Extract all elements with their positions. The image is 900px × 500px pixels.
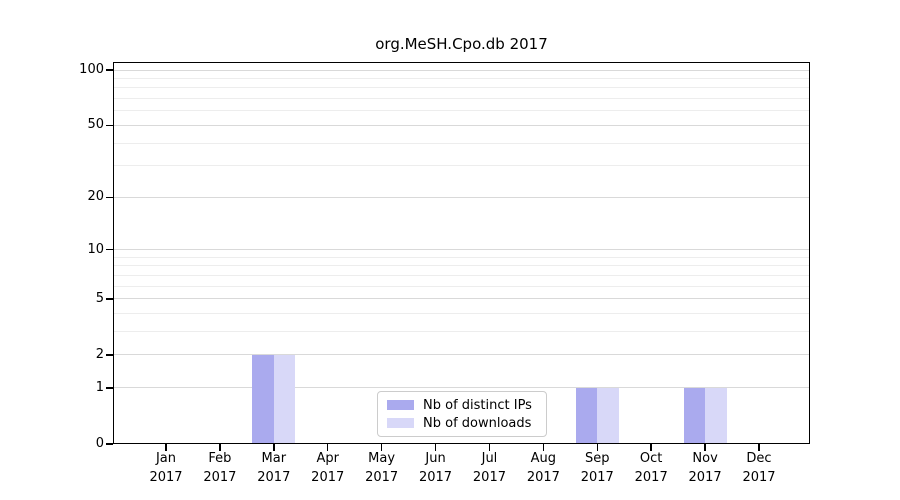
minor-gridline [113, 331, 810, 333]
y-tick-label: 5 [95, 290, 104, 306]
legend-swatch-distinct-ips [387, 400, 414, 410]
y-tick-mark [106, 124, 113, 127]
legend-swatch-downloads [387, 418, 414, 428]
x-tick-label: Dec 2017 [724, 449, 794, 487]
major-gridline [113, 249, 810, 251]
x-tick-year: 2017 [149, 470, 183, 485]
legend-item-downloads: Nb of downloads [387, 416, 537, 431]
y-tick-label: 20 [87, 189, 104, 205]
x-tick-label: Oct 2017 [616, 449, 686, 487]
x-tick-month: Jan [155, 451, 177, 466]
minor-gridline [113, 98, 810, 100]
bar-downloads-nov [705, 387, 727, 444]
x-tick-year: 2017 [688, 470, 722, 485]
x-tick-label: Aug 2017 [508, 449, 578, 487]
x-tick-label: Apr 2017 [293, 449, 363, 487]
major-gridline [113, 124, 810, 126]
x-tick-mark [273, 444, 275, 451]
major-gridline [113, 387, 810, 389]
y-tick-label: 1 [95, 379, 104, 395]
y-tick-mark [106, 387, 113, 389]
x-tick-label: Jul 2017 [454, 449, 524, 487]
x-tick-month: Jul [481, 451, 498, 466]
x-tick-mark [326, 444, 329, 451]
x-tick-year: 2017 [203, 470, 237, 485]
x-tick-year: 2017 [580, 470, 614, 485]
bar-distinct-ips-nov [683, 387, 706, 444]
y-tick-mark [106, 69, 113, 71]
minor-gridline [113, 142, 810, 144]
x-tick-month: Oct [639, 451, 663, 466]
y-tick-label: 2 [95, 346, 104, 362]
x-tick-label: May 2017 [347, 449, 417, 487]
x-tick-month: Feb [208, 451, 232, 466]
x-tick-month: Mar [261, 451, 287, 466]
legend-label-downloads: Nb of downloads [423, 415, 532, 431]
minor-gridline [113, 110, 810, 112]
major-gridline [113, 354, 810, 356]
y-tick-label: 50 [87, 117, 104, 133]
x-tick-mark [219, 444, 221, 451]
x-tick-label: Feb 2017 [185, 449, 255, 487]
minor-gridline [113, 313, 810, 315]
y-tick-mark [106, 354, 113, 356]
x-tick-month: May [368, 451, 396, 466]
x-tick-month: Apr [316, 451, 339, 466]
y-tick-mark [106, 196, 113, 199]
chart-title: org.MeSH.Cpo.db 2017 [375, 35, 548, 53]
minor-gridline [113, 165, 810, 167]
x-tick-mark [758, 444, 760, 451]
minor-gridline [113, 87, 810, 89]
bar-downloads-sep [597, 387, 619, 444]
minor-gridline [113, 285, 810, 287]
x-tick-year: 2017 [311, 470, 345, 485]
bar-downloads-mar [273, 354, 296, 444]
y-tick-mark [106, 443, 113, 445]
legend-item-distinct-ips: Nb of distinct IPs [387, 398, 537, 413]
x-tick-year: 2017 [418, 470, 453, 485]
x-tick-mark [165, 444, 167, 451]
y-tick-label: 0 [95, 436, 104, 451]
x-tick-label: Mar 2017 [239, 449, 309, 487]
x-tick-mark [380, 444, 383, 451]
x-tick-month: Dec [746, 451, 772, 466]
minor-gridline [113, 256, 810, 258]
y-tick-mark [106, 298, 113, 300]
x-tick-mark [596, 444, 599, 451]
x-tick-mark [704, 444, 706, 451]
y-tick-mark [106, 248, 113, 251]
x-tick-label: Jan 2017 [131, 449, 201, 487]
major-gridline [113, 196, 810, 198]
x-tick-month: Sep [585, 451, 610, 466]
x-tick-label: Nov 2017 [670, 449, 740, 487]
y-tick-label: 100 [79, 62, 104, 77]
x-tick-label: Sep 2017 [562, 449, 632, 487]
y-tick-label: 10 [87, 241, 104, 257]
legend-label-distinct-ips: Nb of distinct IPs [423, 397, 532, 413]
legend: Nb of distinct IPs Nb of downloads [377, 391, 547, 437]
x-tick-year: 2017 [742, 470, 776, 485]
minor-gridline [113, 274, 810, 276]
x-tick-mark [650, 444, 652, 451]
x-tick-label: Jun 2017 [401, 449, 471, 487]
x-tick-year: 2017 [634, 470, 668, 485]
x-tick-year: 2017 [257, 470, 291, 485]
x-tick-year: 2017 [526, 470, 560, 485]
major-gridline [113, 298, 810, 300]
plot-area [113, 62, 810, 444]
x-tick-month: Aug [530, 451, 557, 466]
major-gridline [113, 69, 810, 71]
x-tick-mark [542, 444, 545, 451]
x-tick-mark [488, 444, 491, 451]
x-tick-year: 2017 [472, 470, 506, 485]
x-tick-year: 2017 [365, 470, 399, 485]
x-tick-month: Jun [425, 451, 446, 466]
x-tick-month: Nov [692, 451, 718, 466]
bar-distinct-ips-sep [575, 387, 598, 444]
bar-distinct-ips-mar [252, 354, 274, 444]
x-tick-mark [434, 444, 437, 451]
minor-gridline [113, 265, 810, 267]
minor-gridline [113, 77, 810, 79]
